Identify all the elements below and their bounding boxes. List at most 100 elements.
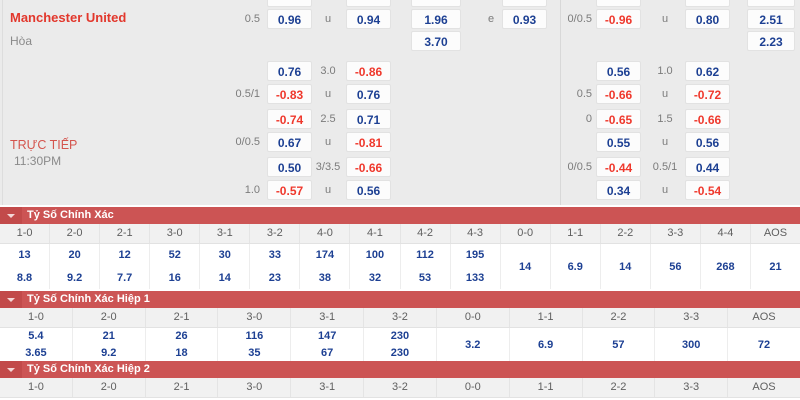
- score-odd[interactable]: 14: [519, 260, 532, 273]
- score-odd[interactable]: 30: [218, 249, 231, 262]
- score-column-header: 2-0: [73, 378, 146, 397]
- score-odd[interactable]: 230: [390, 346, 410, 359]
- score-odd[interactable]: 268: [716, 260, 735, 273]
- odds-button-partial[interactable]: [747, 0, 795, 7]
- section-header-bar[interactable]: Tỷ Số Chính Xác: [0, 207, 800, 224]
- score-odd[interactable]: 13: [18, 249, 31, 262]
- score-odd[interactable]: 6.9: [537, 338, 554, 351]
- score-odd[interactable]: 18: [175, 346, 188, 359]
- odds-button[interactable]: 0.56: [596, 61, 641, 81]
- odds-button[interactable]: -0.54: [685, 180, 730, 200]
- score-header-row: 1-0 2-0 2-1 3-0 3-1 3-2 0-0 1-1 2-2 3-3 AOS: [0, 308, 800, 328]
- odds-button[interactable]: 2.51: [747, 9, 795, 29]
- score-odd[interactable]: 147: [317, 330, 337, 343]
- score-column-header: 2-0: [50, 224, 101, 243]
- odds-button-partial[interactable]: [502, 0, 547, 7]
- score-odd[interactable]: 100: [365, 249, 385, 262]
- score-odds-cell: 5.4 3.65: [0, 328, 73, 361]
- score-odd[interactable]: 8.8: [16, 271, 33, 284]
- odds-button[interactable]: 0.50: [267, 157, 312, 177]
- score-odd[interactable]: 3.2: [465, 338, 481, 351]
- score-odd[interactable]: 195: [465, 249, 485, 262]
- collapse-chevron-icon[interactable]: [0, 291, 22, 308]
- score-odd[interactable]: 23: [268, 271, 281, 284]
- score-odd[interactable]: 12: [118, 249, 131, 262]
- odds-button[interactable]: 0.93: [502, 9, 547, 29]
- score-odd[interactable]: 67: [321, 346, 334, 359]
- odds-button[interactable]: -0.44: [596, 157, 641, 177]
- odds-button-partial[interactable]: [267, 0, 312, 7]
- odds-button[interactable]: -0.66: [596, 84, 641, 104]
- score-odd[interactable]: 32: [368, 271, 382, 284]
- score-odd[interactable]: 116: [245, 330, 264, 343]
- odds-button[interactable]: 0.71: [346, 109, 391, 129]
- score-odd[interactable]: 35: [248, 346, 261, 359]
- score-odd[interactable]: 3.65: [25, 346, 47, 359]
- odds-button[interactable]: -0.72: [685, 84, 730, 104]
- score-odd[interactable]: 56: [669, 260, 682, 273]
- score-column-header: 3-1: [291, 378, 365, 397]
- odds-button[interactable]: 0.94: [346, 9, 391, 29]
- score-odd[interactable]: 72: [757, 338, 771, 351]
- odds-button[interactable]: 0.62: [685, 61, 730, 81]
- odds-button-partial[interactable]: [411, 0, 461, 7]
- odds-button[interactable]: 0.76: [346, 84, 391, 104]
- score-odd[interactable]: 33: [268, 249, 281, 262]
- odds-button[interactable]: 1.96: [411, 9, 461, 29]
- odds-button[interactable]: -0.66: [346, 157, 391, 177]
- score-odd[interactable]: 21: [769, 260, 782, 273]
- score-odd[interactable]: 53: [418, 271, 432, 284]
- score-odds-cell: 6.9: [551, 244, 601, 289]
- score-odd[interactable]: 230: [390, 330, 410, 343]
- odds-button[interactable]: -0.86: [346, 61, 391, 81]
- odds-button[interactable]: 0.56: [346, 180, 391, 200]
- odds-button-partial[interactable]: [346, 0, 391, 7]
- odds-button[interactable]: -0.83: [267, 84, 312, 104]
- odds-button[interactable]: 0.56: [685, 132, 730, 152]
- odds-button[interactable]: -0.57: [267, 180, 312, 200]
- handicap-label: 0/0.5: [567, 13, 592, 25]
- score-odd[interactable]: 14: [619, 260, 632, 273]
- odds-button[interactable]: 0.80: [685, 9, 730, 29]
- odds-button[interactable]: -0.65: [596, 109, 641, 129]
- odds-button[interactable]: 0.44: [685, 157, 730, 177]
- score-odd[interactable]: 133: [465, 271, 485, 284]
- score-odd[interactable]: 21: [102, 330, 115, 343]
- score-odds-row: 5.4 3.65 21 9.2 26 18 116 35 147 67 230 230 3.2 6.9 57…: [0, 328, 800, 361]
- odds-button[interactable]: 3.70: [411, 31, 461, 51]
- score-odd[interactable]: 38: [318, 271, 332, 284]
- score-odd[interactable]: 9.2: [66, 271, 83, 284]
- score-odd[interactable]: 26: [175, 330, 188, 343]
- section-header-bar[interactable]: Tỷ Số Chính Xác Hiệp 2: [0, 361, 800, 378]
- score-odds-cell: 26 18: [146, 328, 219, 361]
- odds-button[interactable]: -0.96: [596, 9, 641, 29]
- score-odd[interactable]: 6.9: [567, 260, 583, 273]
- score-odd[interactable]: 14: [218, 271, 231, 284]
- score-odd[interactable]: 57: [612, 338, 625, 351]
- odds-button[interactable]: -0.66: [685, 109, 730, 129]
- odds-button[interactable]: 0.55: [596, 132, 641, 152]
- score-odd[interactable]: 9.2: [101, 346, 117, 359]
- score-odd[interactable]: 52: [168, 249, 181, 262]
- score-odd[interactable]: 7.7: [117, 271, 133, 284]
- odds-button[interactable]: 0.67: [267, 132, 312, 152]
- odds-button[interactable]: -0.81: [346, 132, 391, 152]
- score-column-header: 2-1: [100, 224, 151, 243]
- score-odds-cell: 21: [751, 244, 800, 289]
- score-odd[interactable]: 300: [682, 338, 701, 351]
- score-odd[interactable]: 112: [416, 249, 434, 262]
- score-odd[interactable]: 16: [168, 271, 181, 284]
- collapse-chevron-icon[interactable]: [0, 361, 22, 378]
- score-odd[interactable]: 20: [68, 249, 81, 262]
- odds-button[interactable]: 2.23: [747, 31, 795, 51]
- odds-button-partial[interactable]: [685, 0, 730, 7]
- odds-button[interactable]: -0.74: [267, 109, 312, 129]
- odds-button[interactable]: 0.34: [596, 180, 641, 200]
- score-odd[interactable]: 5.4: [28, 330, 44, 343]
- score-odd[interactable]: 174: [315, 249, 335, 262]
- odds-button[interactable]: 0.76: [267, 61, 312, 81]
- odds-button[interactable]: 0.96: [267, 9, 312, 29]
- odds-button-partial[interactable]: [596, 0, 641, 7]
- collapse-chevron-icon[interactable]: [0, 207, 22, 224]
- section-header-bar[interactable]: Tỷ Số Chính Xác Hiệp 1: [0, 291, 800, 308]
